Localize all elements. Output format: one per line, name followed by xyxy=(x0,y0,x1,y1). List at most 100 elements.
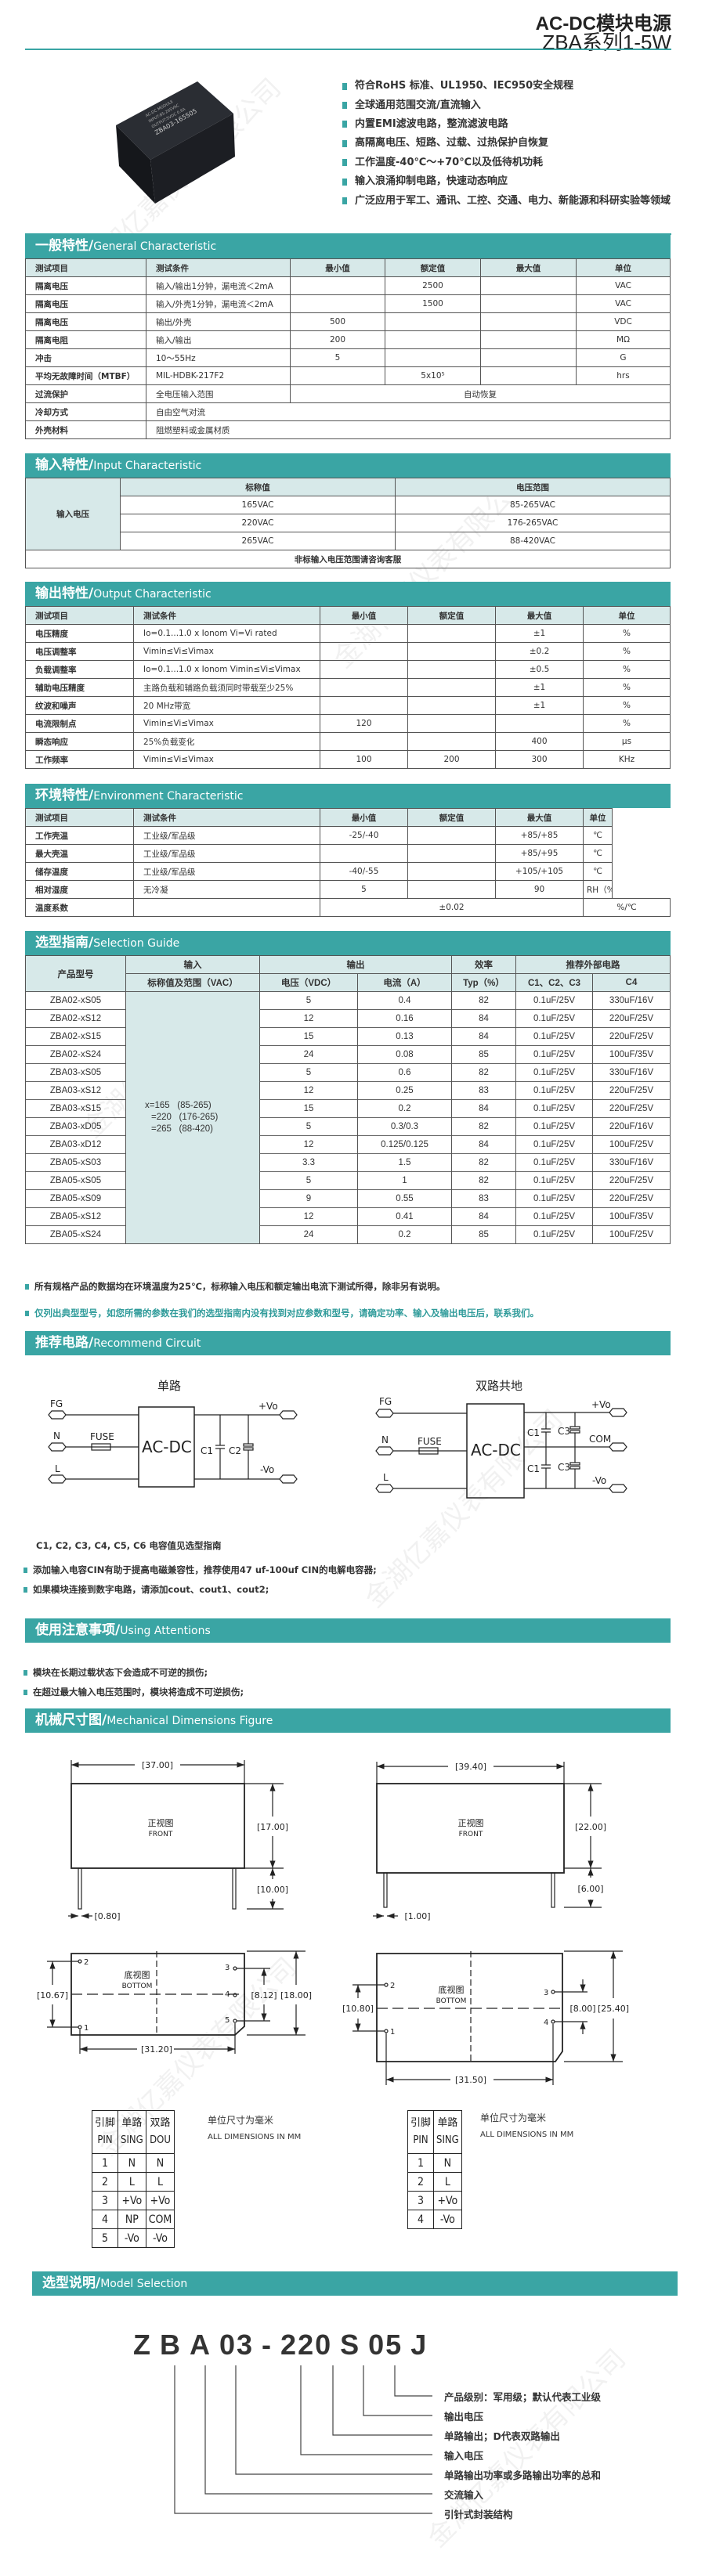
table-cell: % xyxy=(583,714,671,733)
table-cell: NP xyxy=(118,2210,146,2229)
pin-number: 5 xyxy=(225,2016,230,2025)
table-cell xyxy=(480,330,577,349)
table-cell: 5x10⁵ xyxy=(385,366,481,385)
header-row: 测试项目 测试条件 最小值 额定值 最大值 单位 xyxy=(25,258,671,277)
table-cell xyxy=(320,732,408,751)
terminal-label: FG xyxy=(50,1398,63,1409)
table-cell: MΩ xyxy=(576,330,671,349)
bullet-icon xyxy=(24,1669,27,1676)
dimension-label: [10.00] xyxy=(257,1885,288,1895)
table-cell: 220uF/25V xyxy=(592,1027,671,1046)
table-row: 隔离电压 输出/外壳 500 VDC xyxy=(25,312,671,331)
table-cell: 0.16 xyxy=(357,1009,452,1028)
model-code-segment: 03 xyxy=(219,2329,255,2361)
pin-number: 4 xyxy=(544,2019,548,2027)
section-title-en: Environment Characteristic xyxy=(93,790,244,803)
model-code: Z B A 03-220 S 05 J xyxy=(133,2329,428,2361)
table-cell: 冲击 xyxy=(25,348,146,367)
table-cell: % xyxy=(583,642,671,661)
model-code-segment: - xyxy=(262,2329,273,2361)
dimension-label: [10.67] xyxy=(37,1990,68,2001)
table-row: 电压调整率 Vimin≤Vi≤Vimax ±0.2% xyxy=(25,642,671,661)
model-cell: ZBA05-xS12 xyxy=(25,1207,126,1226)
table-cell: 82 xyxy=(451,1153,516,1172)
table-cell: 隔离电阻 xyxy=(25,330,146,349)
table-cell: 82 xyxy=(451,991,516,1010)
table-cell: 12 xyxy=(259,1207,358,1226)
capacitor-label: C3 xyxy=(558,1426,570,1437)
column-header: 额定值 xyxy=(385,258,481,277)
table-cell: 0.41 xyxy=(357,1207,452,1226)
column-header: 输出 xyxy=(259,955,452,974)
column-header: 效率 xyxy=(451,955,516,974)
model-cell: ZBA02-xS12 xyxy=(25,1009,126,1028)
section-title-cn: 选型指南/ xyxy=(35,935,94,951)
table-cell: 330uF/16V xyxy=(592,991,671,1010)
model-cell: ZBA05-xS05 xyxy=(25,1171,126,1190)
table-cell: Io=0.1...1.0 x Ionom Vi=Vi rated xyxy=(133,624,320,643)
table-cell: 84 xyxy=(451,1027,516,1046)
table-cell: 0.1uF/25V xyxy=(515,1135,593,1154)
table-cell: 12 xyxy=(259,1135,358,1154)
section-title-cn: 使用注意事项/ xyxy=(35,1622,121,1638)
terminal-label: L xyxy=(383,1472,389,1483)
column-header: 测试条件 xyxy=(133,808,320,827)
section-title-en: Mechanical Dimensions Figure xyxy=(107,1715,273,1727)
section-title-cn: 选型说明/ xyxy=(42,2275,101,2291)
table-cell: 5 xyxy=(259,1063,358,1082)
table-cell: 自动恢复 xyxy=(290,384,671,403)
table-cell: 5 xyxy=(91,2228,119,2248)
circuit-diagram: 单路 双路共地 FG N L FUSE AC-DC +Vo -Vo C1 C2 … xyxy=(48,1379,627,1499)
table-cell: 83 xyxy=(451,1189,516,1208)
dimension-label: [31.20] xyxy=(141,2044,172,2055)
model-field-label: 交流输入 xyxy=(444,2489,484,2501)
terminal-label: +Vo xyxy=(258,1401,278,1412)
column-header: 测试项目 xyxy=(25,258,146,277)
table-cell xyxy=(133,898,320,917)
table-cell: VAC xyxy=(576,294,671,313)
table-cell: 最大壳温 xyxy=(25,844,134,863)
table-cell: +85/+85 xyxy=(495,826,584,845)
table-cell: -40/-55 xyxy=(320,862,408,881)
bullet-icon xyxy=(342,178,347,186)
section-header-model: 选型说明/Model Selection xyxy=(32,2271,678,2296)
table-cell xyxy=(407,862,496,881)
table-cell: N xyxy=(433,2153,462,2173)
leader-line xyxy=(174,2365,432,2514)
pin-table-right: 引脚 PIN 单路 SING 1 N 2 L 3 +Vo 4 -Vo xyxy=(407,2110,462,2229)
feature-item: 符合RoHS 标准、UL1950、IEC950安全规程 xyxy=(342,77,671,96)
bullet-icon xyxy=(342,102,347,110)
model-cell: ZBA02-xS15 xyxy=(25,1027,126,1046)
circuit-note: 添加输入电容CIN有助于提高电磁兼容性，推荐使用47 uf-100uf CIN的… xyxy=(24,1564,377,1576)
model-field-label: 输出电压 xyxy=(444,2411,484,2423)
column-header: 电压范围 xyxy=(395,478,671,496)
table-cell: 0.1uF/25V xyxy=(515,1189,593,1208)
column-header: 电压（VDC） xyxy=(259,973,358,992)
page-title: AC-DC模块电源 xyxy=(535,13,671,34)
pin-number: 1 xyxy=(390,2028,395,2037)
pin-number: 1 xyxy=(84,2024,89,2033)
view-label: BOTTOM xyxy=(122,1983,153,1990)
column-header: 单路 SING xyxy=(118,2110,146,2154)
table-cell: 82 xyxy=(451,1171,516,1190)
input-row-label: 输入电压 xyxy=(25,478,121,550)
table-cell: 平均无故障时间（MTBF） xyxy=(25,366,146,385)
table-cell: 0.55 xyxy=(357,1189,452,1208)
table-cell xyxy=(495,714,584,733)
dimension-label: [25.40] xyxy=(598,2004,629,2014)
selection-table: 产品型号 输入 输出 效率 推荐外部电路 标称值及范围（VAC） 电压（VDC）… xyxy=(25,955,671,1244)
table-cell: +Vo xyxy=(433,2191,462,2210)
section-header-attentions: 使用注意事项/Using Attentions xyxy=(25,1618,671,1643)
dimension-label: [39.40] xyxy=(455,1762,486,1772)
table-row: 265VAC 88-420VAC xyxy=(26,532,671,550)
table-cell xyxy=(407,642,496,661)
feature-item: 高隔离电压、短路、过载、过热保护自恢复 xyxy=(342,134,671,153)
section-title-cn: 推荐电路/ xyxy=(35,1335,94,1351)
table-row: 平均无故障时间（MTBF） MIL-HDBK-217F2 5x10⁵ hrs xyxy=(25,366,671,385)
note-item: 仅列出典型型号，如您所需的参数在我们的选型指南内没有找到对应参数和型号，请确定功… xyxy=(25,1307,539,1319)
terminal-label: N xyxy=(53,1431,60,1441)
table-cell: 9 xyxy=(259,1189,358,1208)
feature-text: 全球通用范围交流/直流输入 xyxy=(355,99,481,111)
model-cell: ZBA03-xS12 xyxy=(25,1081,126,1100)
